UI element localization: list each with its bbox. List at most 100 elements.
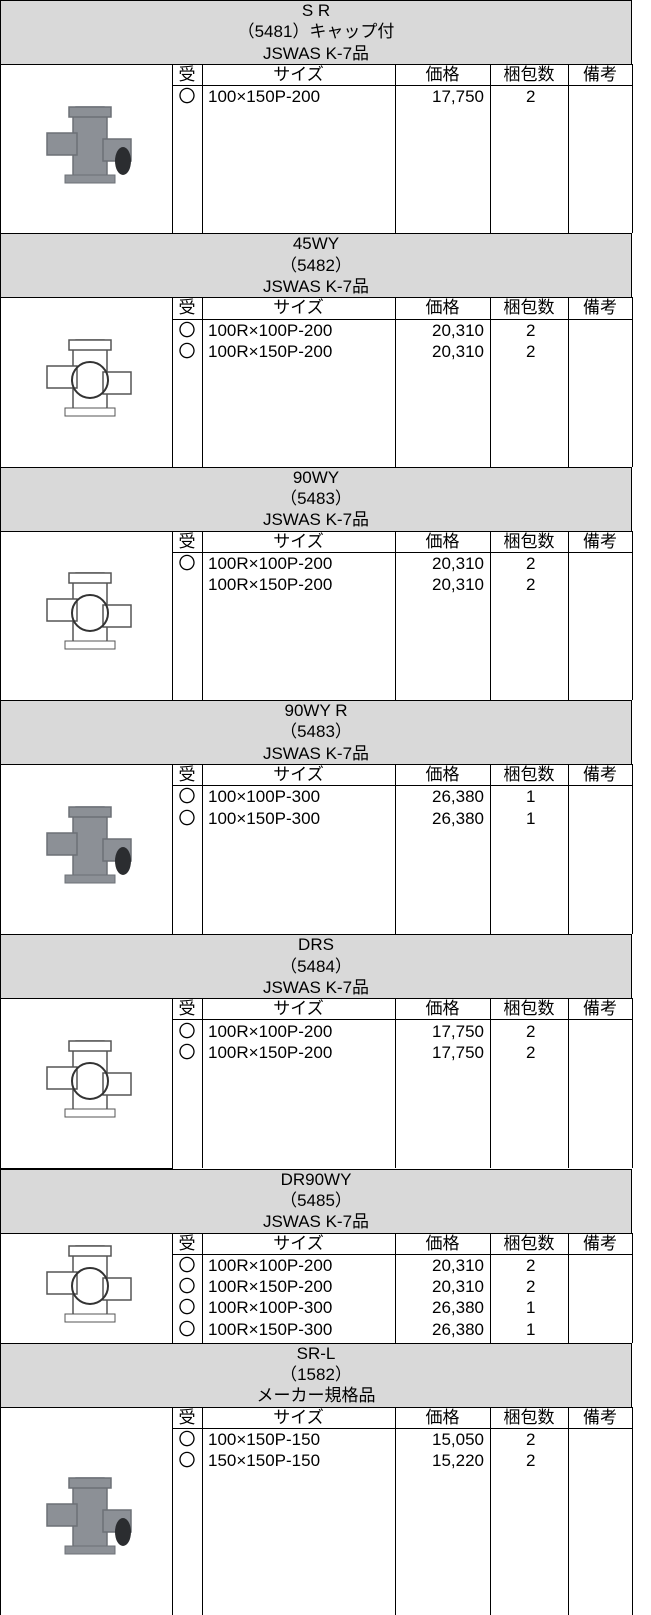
column-line [172,297,173,467]
column-header: 受 [178,999,196,1019]
header-text: 90WY [292,467,340,487]
image-part [64,640,116,650]
column-line [568,530,569,700]
column-header: サイズ [273,999,324,1019]
image-part [102,1072,132,1097]
header-text: （1582） [280,1365,352,1385]
image-part [102,1276,132,1301]
quantity: 2 [526,1042,536,1062]
column-line [568,1406,569,1615]
size: 100R×150P-300 [208,1319,333,1339]
column-line [395,1232,396,1343]
column-header-row [172,531,632,553]
price: 17,750 [432,87,484,107]
size: 100R×100P-200 [208,1021,333,1041]
image-part [115,1517,131,1546]
header-text: DR90WY [280,1169,352,1189]
size: 100×150P-300 [208,808,321,828]
header-text: （5485） [280,1190,352,1210]
column-header: 価格 [425,65,460,84]
size: 100R×150P-200 [208,1277,333,1297]
header-text: （5481）キャップ付 [237,22,395,42]
column-header: 価格 [425,1233,460,1253]
column-line [568,64,569,234]
image-part [46,598,78,622]
image-part [68,339,112,351]
column-line [632,998,633,1169]
column-line [395,1406,396,1615]
image-part [64,1313,116,1323]
column-line [395,530,396,700]
column-header: サイズ [273,65,324,84]
column-line [490,763,491,935]
column-header: 価格 [425,298,460,318]
column-header: サイズ [273,1407,324,1427]
column-header-row [172,764,632,787]
column-header: 備考 [583,764,617,784]
quantity: 1 [526,1298,536,1318]
image-part [71,594,109,633]
section-header [0,466,632,532]
image-part [115,847,131,876]
header-text: JSWAS K-7品 [262,1212,370,1232]
price: 15,220 [432,1451,484,1471]
column-header: 受 [178,1233,196,1253]
column-line [202,297,203,467]
price: 20,310 [432,553,484,573]
quantity: 2 [526,341,536,361]
header-text: JSWAS K-7品 [262,510,370,530]
section-header [0,1168,632,1234]
price: 20,310 [432,1255,484,1275]
receive-mark: 〇 [178,1319,196,1339]
column-header: 備考 [583,65,617,84]
receive-mark: 〇 [178,787,196,807]
image-part [68,1244,112,1257]
size: 100R×150P-200 [208,341,333,361]
column-header-row [172,998,632,1021]
column-header: 備考 [583,298,617,318]
column-header: 梱包数 [503,764,555,784]
header-text: JSWAS K-7品 [262,743,370,763]
quantity: 2 [526,1277,536,1297]
header-text: （5482） [280,255,352,275]
receive-mark: 〇 [178,1255,196,1275]
column-line [395,998,396,1169]
image-part [68,105,112,118]
section-header [0,699,632,765]
column-line [202,763,203,935]
column-header: 梱包数 [503,531,555,551]
column-line [395,297,396,467]
column-line [632,1232,633,1343]
header-text: S R [301,1,331,20]
receive-mark: 〇 [178,87,196,107]
column-header: 価格 [425,1407,460,1427]
size: 100R×100P-200 [208,1255,333,1275]
column-line [172,763,173,935]
image-part [71,1266,109,1305]
column-header: サイズ [273,1233,324,1253]
image-part [64,407,116,417]
image-part [46,1066,78,1091]
image-part [46,1503,78,1527]
column-line [202,64,203,234]
price: 26,380 [432,787,484,807]
section-header [0,1342,632,1408]
column-line [172,1232,173,1343]
column-line [490,64,491,234]
price: 26,380 [432,808,484,828]
size: 100R×100P-300 [208,1298,333,1318]
column-header: サイズ [273,764,324,784]
column-line [395,763,396,935]
receive-mark: 〇 [178,1298,196,1318]
price: 17,750 [432,1042,484,1062]
quantity: 2 [526,1021,536,1041]
receive-mark: 〇 [178,1430,196,1450]
column-header-row [172,64,632,87]
column-header: サイズ [273,531,324,551]
column-header: 備考 [583,531,617,551]
price: 20,310 [432,320,484,340]
column-line [568,297,569,467]
quantity: 2 [526,575,536,595]
image-part [64,1545,116,1555]
column-line [202,530,203,700]
